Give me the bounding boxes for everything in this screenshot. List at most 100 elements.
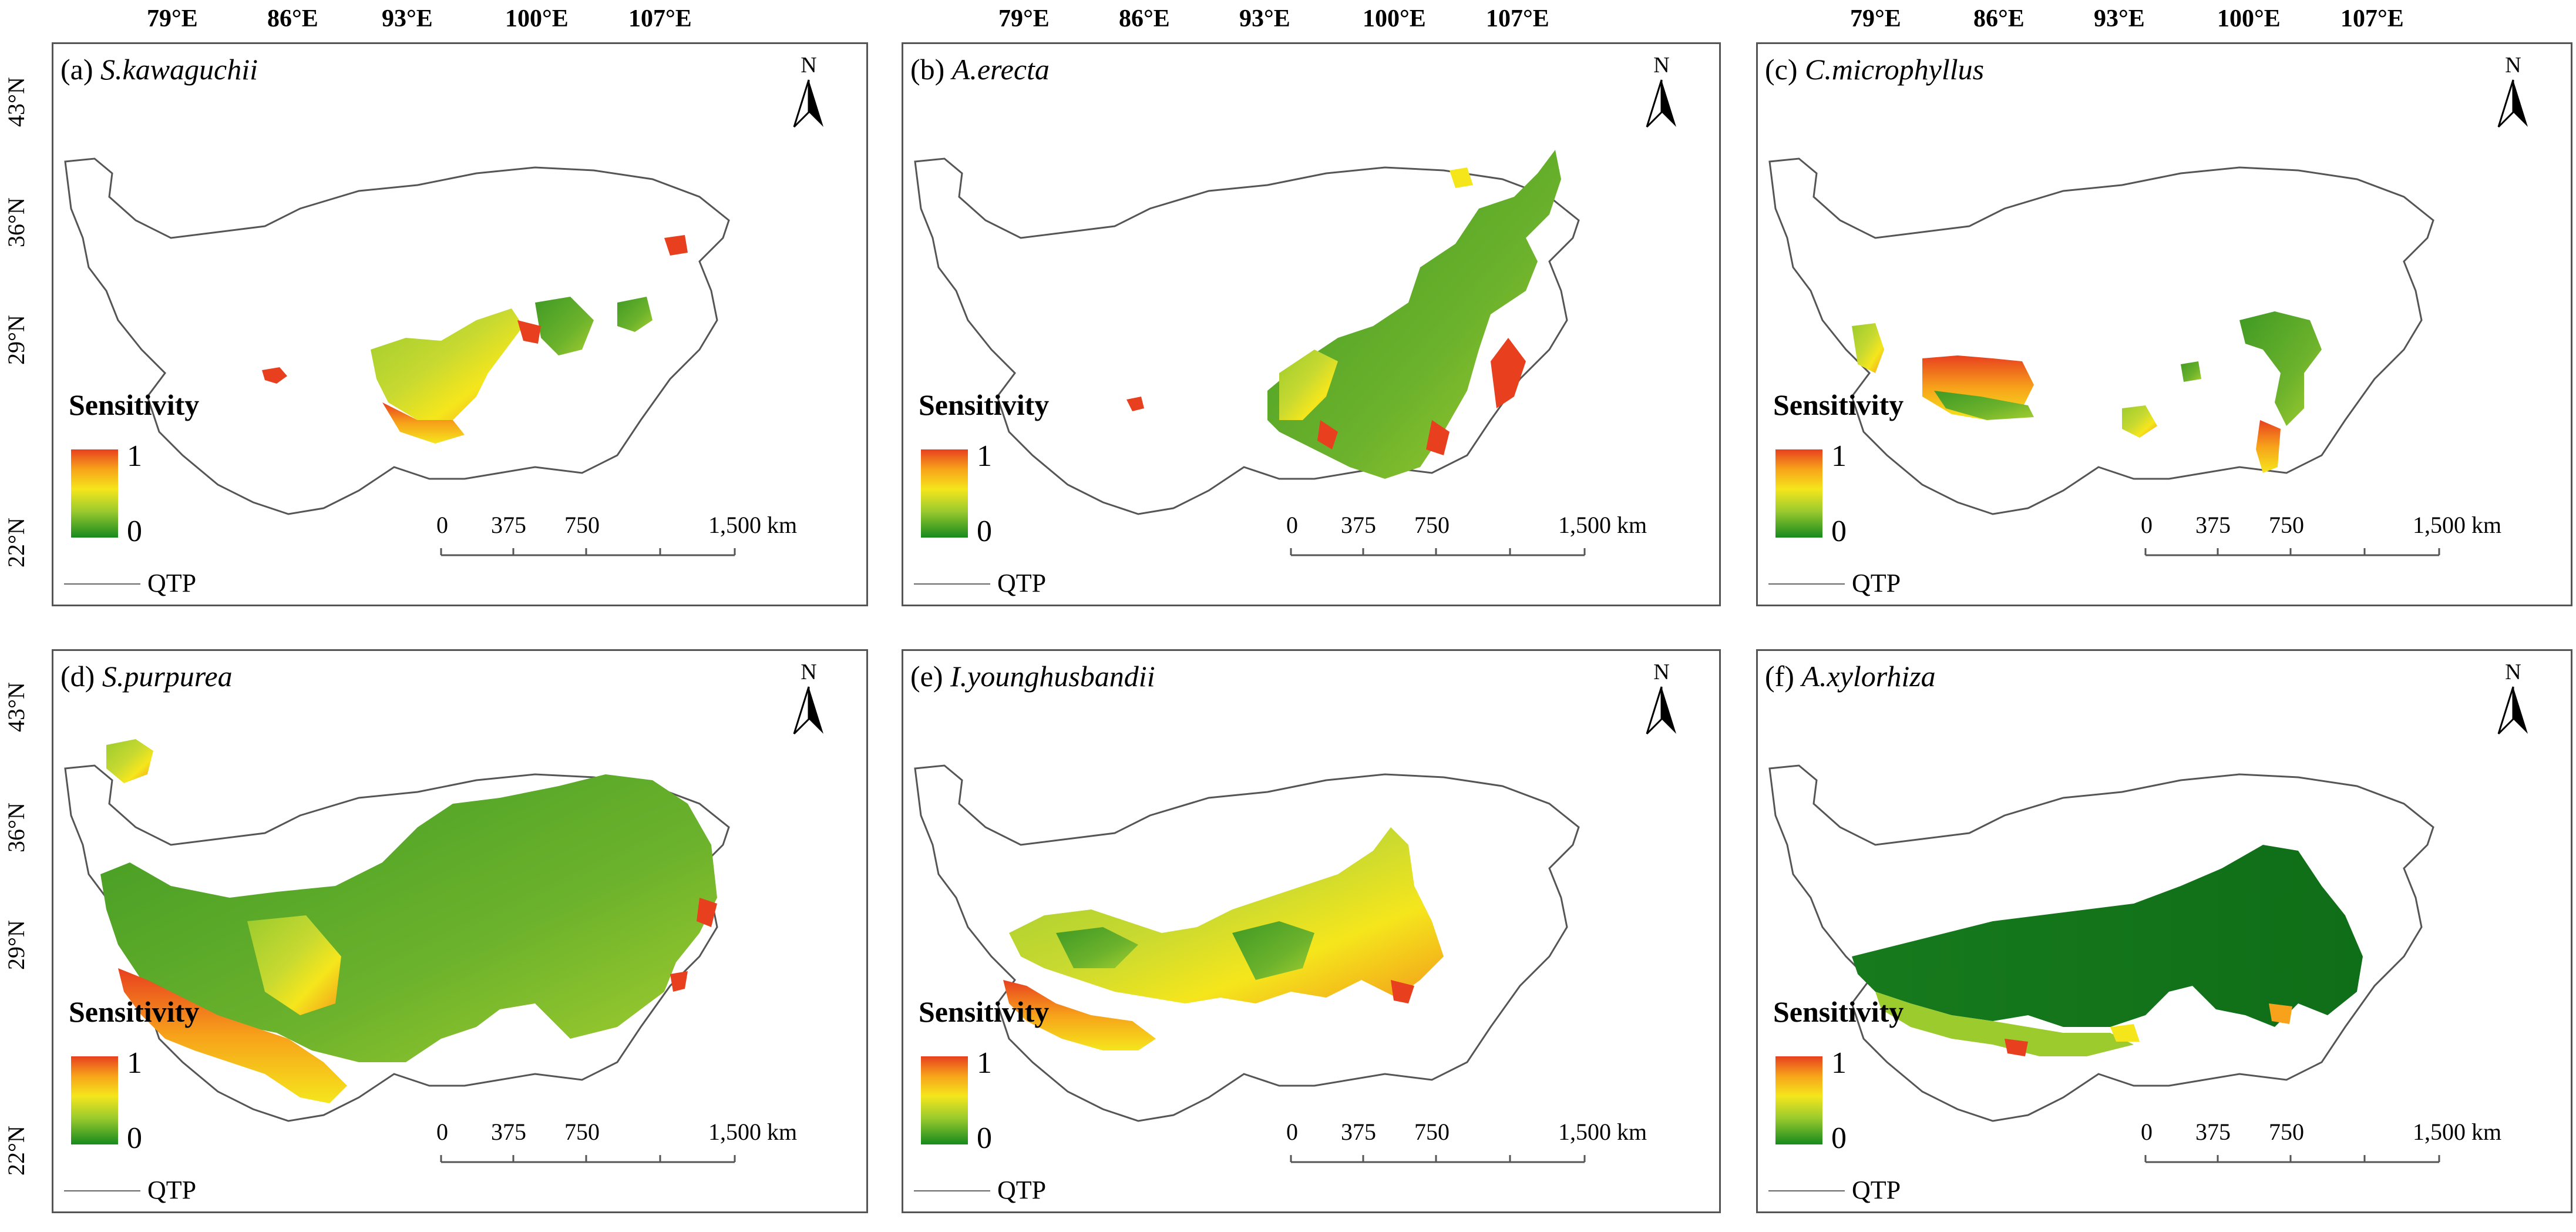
north-arrow-icon xyxy=(2497,79,2528,128)
scale-tick-label: 0 xyxy=(2141,1119,2153,1145)
sensitivity-color-ramp xyxy=(71,449,118,538)
panel-prefix: (a) xyxy=(60,53,93,86)
lat-label: 43°N xyxy=(2,682,29,732)
qtp-legend-label: QTP xyxy=(997,1176,1047,1204)
scale-tick-label: 0 xyxy=(2141,512,2153,538)
north-arrow: N xyxy=(785,53,832,133)
legend-title: Sensitivity xyxy=(69,388,200,421)
lat-label: 36°N xyxy=(2,197,29,247)
scale-tick-label: 375 xyxy=(2195,512,2231,538)
north-arrow-icon xyxy=(793,79,823,128)
scale-tick-label: 375 xyxy=(491,1119,526,1145)
north-label: N xyxy=(1653,53,1670,78)
north-label: N xyxy=(801,660,817,684)
scale-tick-label: 750 xyxy=(1414,1119,1450,1145)
scale-tick-label: 750 xyxy=(1414,512,1450,538)
map-canvas xyxy=(914,764,1580,1122)
legend-min-label: 0 xyxy=(127,1122,142,1155)
qtp-legend-line xyxy=(914,1190,990,1191)
lon-label: 107°E xyxy=(2340,5,2404,32)
north-label: N xyxy=(1653,660,1670,684)
species-name: A.erecta xyxy=(951,53,1050,86)
map-panel-b: (b) A.erecta N Sensitivity 1 0 QTP 0 375… xyxy=(902,42,1721,606)
scale-tick-label: 1,500 km xyxy=(1558,1119,1647,1145)
lon-label: 93°E xyxy=(2094,5,2145,32)
panel-title: (b) A.erecta xyxy=(910,52,1050,86)
legend-title: Sensitivity xyxy=(1773,388,1904,421)
scale-tick-label: 1,500 km xyxy=(2413,1119,2502,1145)
lon-label: 79°E xyxy=(998,5,1050,32)
qtp-legend-line xyxy=(1768,583,1845,585)
lat-label: 22°N xyxy=(2,1126,29,1176)
qtp-legend-line xyxy=(64,583,140,585)
north-arrow-icon xyxy=(2497,686,2528,735)
lat-label: 29°N xyxy=(2,920,29,970)
sensitivity-area xyxy=(262,235,688,444)
sensitivity-area xyxy=(1126,150,1561,479)
legend-min-label: 0 xyxy=(1831,1122,1847,1155)
qtp-legend-line xyxy=(64,1190,140,1191)
map-canvas xyxy=(1768,764,2434,1122)
panel-prefix: (f) xyxy=(1765,660,1794,693)
species-name: I.younghusbandii xyxy=(950,660,1155,693)
map-canvas xyxy=(64,739,730,1122)
panel-title: (f) A.xylorhiza xyxy=(1765,659,1936,693)
legend-min-label: 0 xyxy=(977,515,992,548)
sensitivity-color-ramp xyxy=(71,1056,118,1144)
species-name: S.purpurea xyxy=(102,660,233,693)
panel-title: (a) S.kawaguchii xyxy=(60,52,258,86)
species-name: S.kawaguchii xyxy=(100,53,258,86)
scale-tick-label: 750 xyxy=(2269,512,2304,538)
qtp-legend-line xyxy=(1768,1190,1845,1191)
scale-bar-line xyxy=(440,1155,736,1163)
sensitivity-color-ramp xyxy=(921,1056,968,1144)
scale-tick-label: 0 xyxy=(1286,1119,1298,1145)
legend-title: Sensitivity xyxy=(919,995,1050,1028)
map-canvas xyxy=(914,150,1580,515)
legend-title: Sensitivity xyxy=(919,388,1050,421)
panel-prefix: (d) xyxy=(60,660,95,693)
north-arrow: N xyxy=(2490,660,2537,740)
map-panel-e: (e) I.younghusbandii N Sensitivity 1 0 Q… xyxy=(902,649,1721,1213)
scale-tick-label: 1,500 km xyxy=(708,512,798,538)
legend-max-label: 1 xyxy=(127,1046,142,1080)
lon-label: 107°E xyxy=(1486,5,1549,32)
north-arrow: N xyxy=(1638,53,1685,133)
lat-label: 43°N xyxy=(2,77,29,127)
panel-prefix: (b) xyxy=(910,53,945,86)
map-canvas xyxy=(1768,157,2434,515)
north-label: N xyxy=(2505,660,2521,684)
lat-label: 36°N xyxy=(2,803,29,852)
north-arrow-icon xyxy=(1646,79,1676,128)
scale-bar-line xyxy=(1290,548,1586,556)
lon-label: 100°E xyxy=(1363,5,1426,32)
scale-tick-label: 750 xyxy=(2269,1119,2304,1145)
lon-label: 100°E xyxy=(2217,5,2281,32)
panel-title: (d) S.purpurea xyxy=(60,659,233,693)
scale-tick-label: 375 xyxy=(1341,1119,1376,1145)
lon-label: 100°E xyxy=(505,5,569,32)
scale-bar-line xyxy=(440,548,736,556)
north-arrow: N xyxy=(2490,53,2537,133)
legend-min-label: 0 xyxy=(977,1122,992,1155)
scale-bar-line xyxy=(2144,548,2440,556)
north-arrow: N xyxy=(1638,660,1685,740)
map-canvas xyxy=(64,157,730,515)
lon-label: 86°E xyxy=(1119,5,1170,32)
qtp-boundary xyxy=(1768,764,2434,1122)
lon-label: 79°E xyxy=(147,5,198,32)
scale-bar-line xyxy=(2144,1155,2440,1163)
qtp-legend-line xyxy=(914,583,990,585)
legend-max-label: 1 xyxy=(977,1046,992,1080)
legend-max-label: 1 xyxy=(127,439,142,473)
qtp-legend-label: QTP xyxy=(1852,569,1901,597)
lon-label: 93°E xyxy=(1239,5,1290,32)
north-label: N xyxy=(2505,53,2521,78)
lat-label: 22°N xyxy=(2,518,29,568)
sensitivity-color-ramp xyxy=(921,449,968,538)
sensitivity-area xyxy=(1003,827,1444,1050)
qtp-legend-label: QTP xyxy=(147,569,197,597)
qtp-boundary xyxy=(1768,157,2434,515)
scale-bar-line xyxy=(1290,1155,1586,1163)
qtp-legend-label: QTP xyxy=(1852,1176,1901,1204)
